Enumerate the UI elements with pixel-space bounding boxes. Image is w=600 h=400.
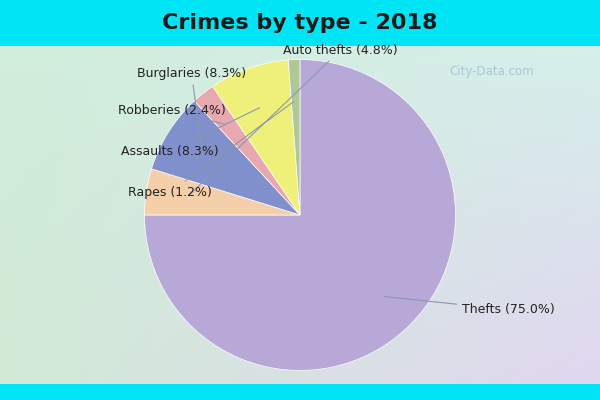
Text: Crimes by type - 2018: Crimes by type - 2018 [162, 13, 438, 33]
Text: Auto thefts (4.8%): Auto thefts (4.8%) [188, 44, 398, 196]
Wedge shape [212, 60, 300, 215]
Wedge shape [288, 60, 300, 215]
Wedge shape [194, 86, 300, 215]
Wedge shape [145, 169, 300, 215]
Text: Thefts (75.0%): Thefts (75.0%) [384, 296, 555, 316]
Wedge shape [145, 60, 455, 370]
Text: Rapes (1.2%): Rapes (1.2%) [128, 102, 293, 198]
Wedge shape [152, 101, 300, 215]
Text: Robberies (2.4%): Robberies (2.4%) [118, 104, 226, 124]
Text: Burglaries (8.3%): Burglaries (8.3%) [137, 66, 246, 151]
Text: City-Data.com: City-Data.com [449, 66, 535, 78]
Text: Assaults (8.3%): Assaults (8.3%) [121, 108, 260, 158]
